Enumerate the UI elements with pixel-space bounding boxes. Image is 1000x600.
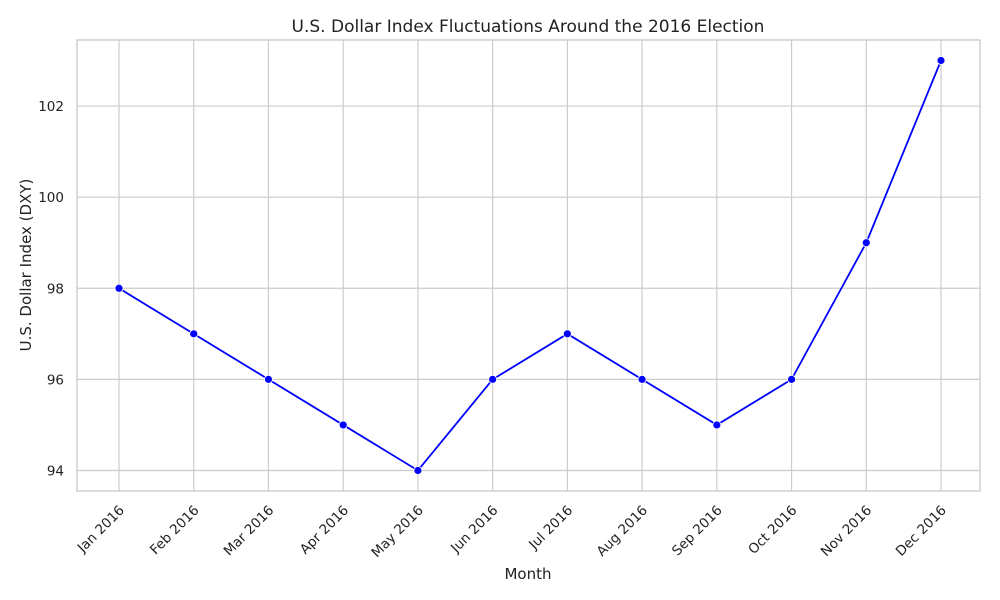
- y-tick-label: 100: [38, 190, 64, 206]
- plot-area-frame: [76, 39, 981, 492]
- data-point: [488, 374, 498, 384]
- data-point: [936, 56, 946, 65]
- x-axis-label: Month: [504, 565, 551, 583]
- data-point: [114, 283, 124, 293]
- data-point: [712, 420, 722, 430]
- y-tick-label: 96: [47, 372, 64, 388]
- series-line: [118, 60, 942, 472]
- x-tick-label: Mar 2016: [221, 503, 278, 560]
- y-axis-label: U.S. Dollar Index (DXY): [17, 179, 35, 352]
- x-tick-label: Nov 2016: [818, 503, 875, 560]
- data-point: [264, 374, 273, 384]
- data-point: [637, 374, 647, 384]
- series-layer: [114, 56, 946, 475]
- x-tick-label: Jan 2016: [74, 503, 128, 557]
- data-point: [562, 329, 572, 339]
- data-point: [338, 420, 348, 430]
- grid-lines: [77, 40, 980, 491]
- x-tick-label: Aug 2016: [594, 503, 651, 560]
- data-point: [189, 329, 199, 339]
- x-tick-label: Sep 2016: [669, 503, 726, 560]
- x-tick-label: Feb 2016: [147, 503, 203, 559]
- x-tick-label: May 2016: [368, 503, 426, 561]
- chart-title: U.S. Dollar Index Fluctuations Around th…: [292, 17, 765, 37]
- data-point: [787, 374, 796, 384]
- x-tick-label: Jul 2016: [525, 503, 576, 554]
- x-tick-label: Dec 2016: [893, 503, 950, 560]
- y-tick-label: 98: [47, 281, 64, 297]
- data-point: [861, 238, 871, 248]
- x-tick-label: Oct 2016: [745, 503, 800, 558]
- x-tick-label: Jun 2016: [447, 503, 501, 557]
- x-tick-label: Apr 2016: [297, 503, 352, 558]
- y-tick-label: 102: [38, 99, 64, 115]
- y-tick-label: 94: [47, 464, 64, 480]
- data-point: [413, 466, 423, 475]
